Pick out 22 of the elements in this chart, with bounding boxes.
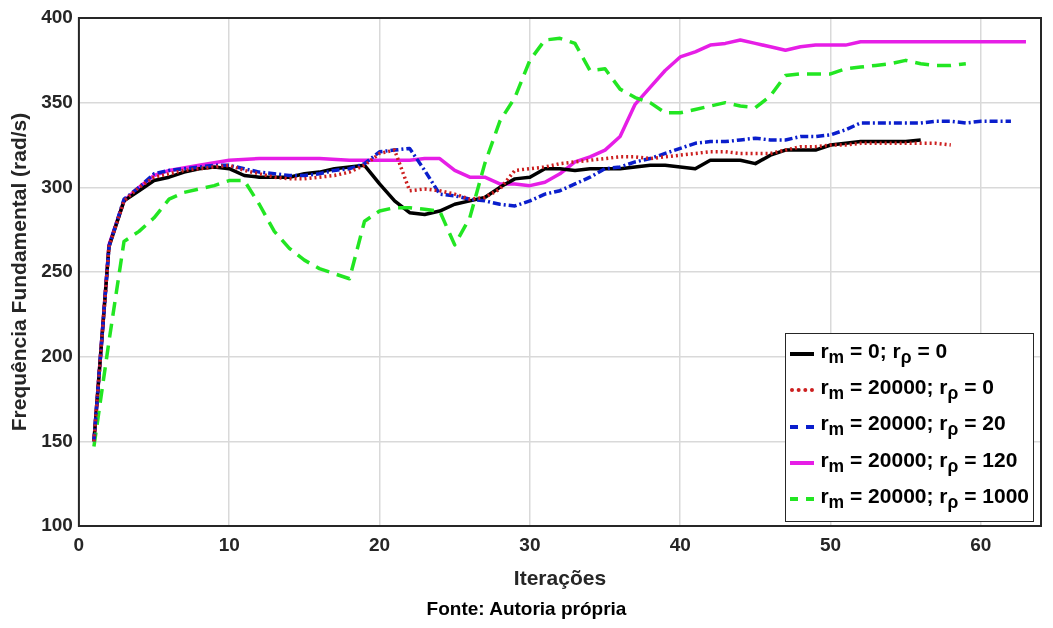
legend-label: r$_{m}$ = 20000; r$_{ρ}$ = 20 xyxy=(820,410,1006,442)
y-tick-label: 200 xyxy=(41,344,73,366)
x-tick-label: 50 xyxy=(819,533,842,555)
x-tick-label: 60 xyxy=(970,533,992,555)
x-tick-label: 40 xyxy=(669,533,691,555)
y-tick-label: 250 xyxy=(41,260,73,282)
y-tick-label: 400 xyxy=(41,6,73,28)
legend-label: r$_{m}$ = 0; r$_{ρ}$ = 0 xyxy=(820,338,948,370)
legend-label: r$_{m}$ = 20000; r$_{ρ}$ = 1000 xyxy=(820,482,1029,514)
y-axis-title: Frequência Fundamental (rad/s) xyxy=(7,112,31,432)
y-tick-label: 100 xyxy=(41,514,73,536)
x-tick-label: 0 xyxy=(73,533,85,555)
x-axis-title: Iterações xyxy=(513,566,607,590)
legend-label: r$_{m}$ = 20000; r$_{ρ}$ = 120 xyxy=(820,446,1018,478)
y-tick-label: 300 xyxy=(41,175,73,197)
y-tick-label: 350 xyxy=(41,90,73,112)
source-note: Fonte: Autoria própria xyxy=(425,598,628,620)
legend-label: r$_{m}$ = 20000; r$_{ρ}$ = 0 xyxy=(820,374,994,406)
x-tick-label: 10 xyxy=(218,533,240,555)
x-tick-label: 20 xyxy=(368,533,391,555)
y-tick-label: 150 xyxy=(41,429,73,451)
x-tick-label: 30 xyxy=(519,533,541,555)
